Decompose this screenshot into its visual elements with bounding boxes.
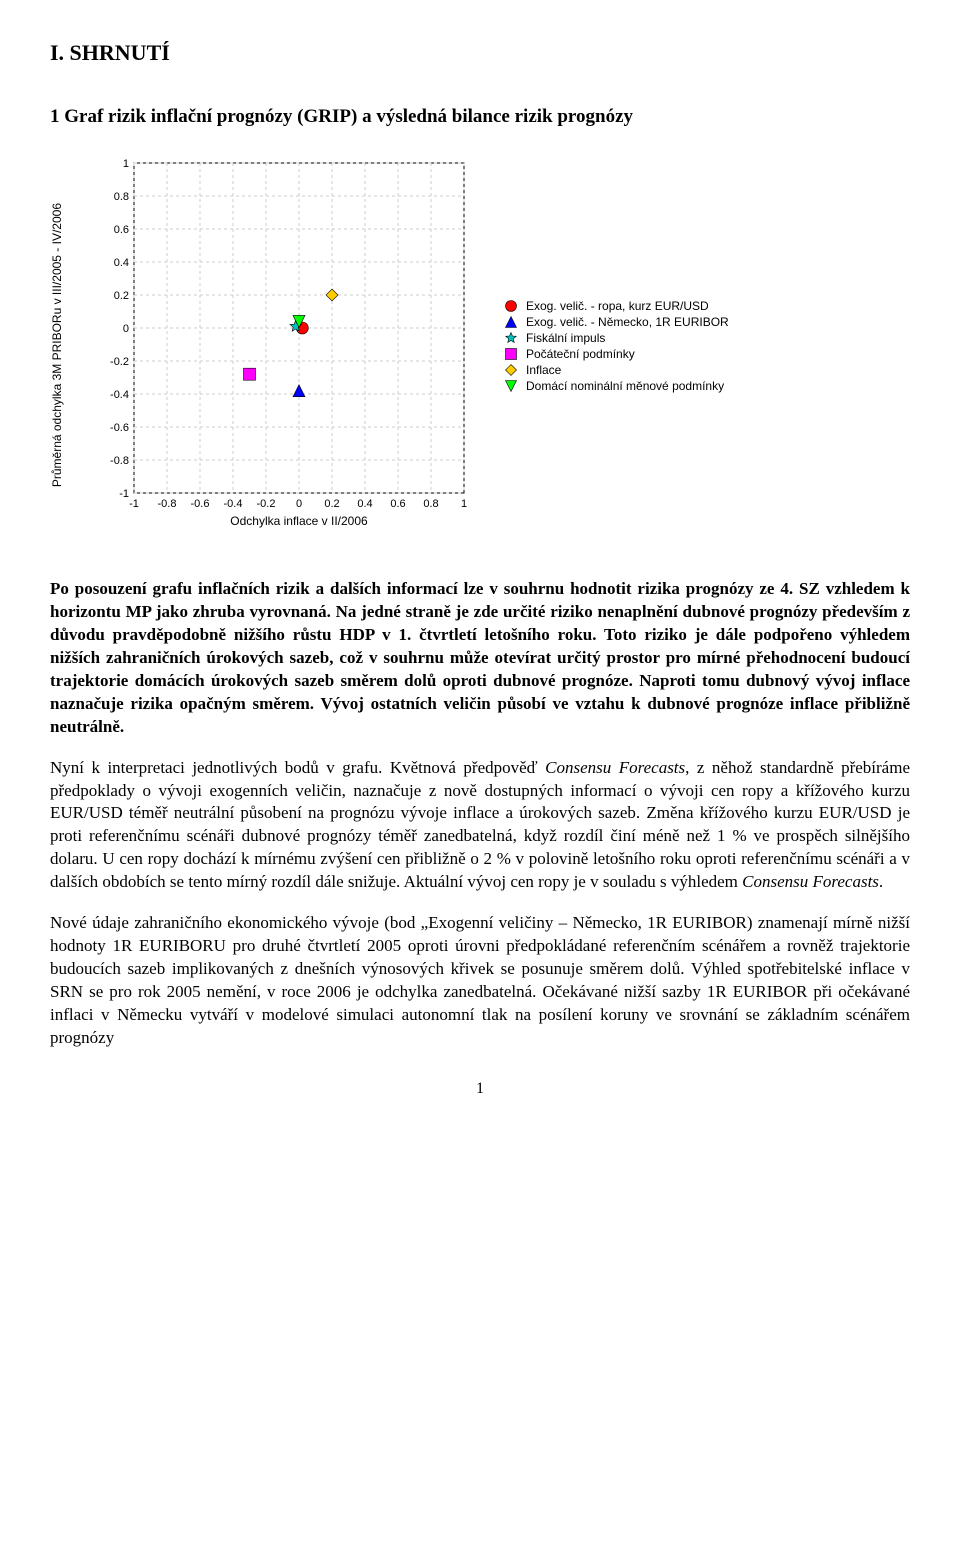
legend-label: Fiskální impuls xyxy=(526,331,605,345)
svg-text:0.2: 0.2 xyxy=(114,290,129,302)
legend-item: Inflace xyxy=(504,363,729,377)
svg-text:-0.8: -0.8 xyxy=(158,498,177,510)
legend-item: Fiskální impuls xyxy=(504,331,729,345)
paragraph-1: Po posouzení grafu inflačních rizik a da… xyxy=(50,578,910,739)
legend-marker-icon xyxy=(504,379,518,393)
p2-italic-2: Consensu Forecasts xyxy=(742,872,879,891)
svg-text:0.6: 0.6 xyxy=(114,224,129,236)
page-number: 1 xyxy=(50,1080,910,1098)
scatter-chart: -1 -0.8 -0.6 -0.4 -0.2 0 0.2 0.4 0.6 0.8 1 -1 -0.8 -0… xyxy=(94,153,474,538)
svg-text:Odchylka inflace v II/2006: Odchylka inflace v II/2006 xyxy=(230,514,368,528)
p2-italic-1: Consensu Forecasts xyxy=(545,758,685,777)
section-title: I. SHRNUTÍ xyxy=(50,40,910,66)
legend-label: Inflace xyxy=(526,363,561,377)
legend-item: Exog. velič. - Německo, 1R EURIBOR xyxy=(504,315,729,329)
svg-text:-0.6: -0.6 xyxy=(110,422,129,434)
legend-item: Počáteční podmínky xyxy=(504,347,729,361)
svg-text:0: 0 xyxy=(296,498,302,510)
svg-text:1: 1 xyxy=(123,158,129,170)
legend-item: Domácí nominální měnové podmínky xyxy=(504,379,729,393)
svg-text:1: 1 xyxy=(461,498,467,510)
chart-heading: 1 Graf rizik inflační prognózy (GRIP) a … xyxy=(50,106,910,128)
svg-text:-0.8: -0.8 xyxy=(110,455,129,467)
svg-text:-1: -1 xyxy=(129,498,139,510)
legend-marker-icon xyxy=(504,331,518,345)
svg-text:0: 0 xyxy=(123,323,129,335)
y-axis-label: Průměrná odchylka 3M PRIBORu v III/2005 … xyxy=(50,203,64,487)
chart-plot-area: -1 -0.8 -0.6 -0.4 -0.2 0 0.2 0.4 0.6 0.8 1 -1 -0.8 -0… xyxy=(94,153,474,538)
svg-text:-0.2: -0.2 xyxy=(257,498,276,510)
chart-figure: Průměrná odchylka 3M PRIBORu v III/2005 … xyxy=(50,153,910,538)
legend-label: Domácí nominální měnové podmínky xyxy=(526,379,724,393)
p2-part-a: Nyní k interpretaci jednotlivých bodů v … xyxy=(50,758,545,777)
legend-label: Exog. velič. - ropa, kurz EUR/USD xyxy=(526,299,709,313)
svg-text:0.4: 0.4 xyxy=(114,257,129,269)
svg-text:0.8: 0.8 xyxy=(114,191,129,203)
svg-text:0.4: 0.4 xyxy=(357,498,372,510)
svg-text:0.8: 0.8 xyxy=(423,498,438,510)
chart-legend: Exog. velič. - ropa, kurz EUR/USD Exog. v… xyxy=(504,297,729,395)
paragraph-2: Nyní k interpretaci jednotlivých bodů v … xyxy=(50,757,910,895)
legend-marker-icon xyxy=(504,363,518,377)
svg-text:0.2: 0.2 xyxy=(324,498,339,510)
svg-text:-1: -1 xyxy=(119,488,129,500)
legend-label: Počáteční podmínky xyxy=(526,347,635,361)
legend-marker-icon xyxy=(504,299,518,313)
legend-marker-icon xyxy=(504,347,518,361)
legend-item: Exog. velič. - ropa, kurz EUR/USD xyxy=(504,299,729,313)
legend-label: Exog. velič. - Německo, 1R EURIBOR xyxy=(526,315,729,329)
svg-text:-0.6: -0.6 xyxy=(191,498,210,510)
svg-text:0.6: 0.6 xyxy=(390,498,405,510)
svg-text:-0.4: -0.4 xyxy=(110,389,129,401)
svg-text:-0.2: -0.2 xyxy=(110,356,129,368)
svg-text:-0.4: -0.4 xyxy=(224,498,243,510)
legend-marker-icon xyxy=(504,315,518,329)
p2-part-c: . xyxy=(879,872,883,891)
paragraph-3: Nové údaje zahraničního ekonomického výv… xyxy=(50,912,910,1050)
